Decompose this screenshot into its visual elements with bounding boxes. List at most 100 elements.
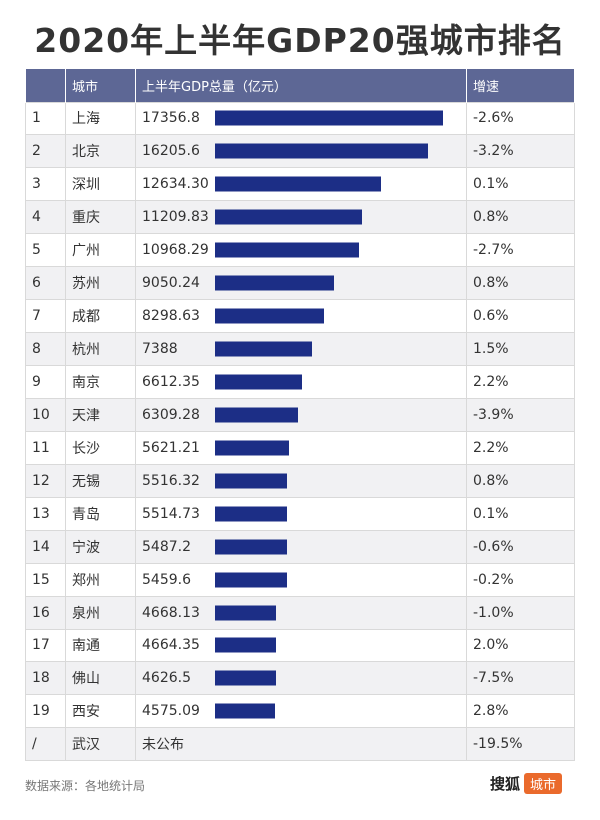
gdp-value: 5487.2 xyxy=(142,538,191,555)
rank-cell: 13 xyxy=(25,496,66,531)
city-cell: 泉州 xyxy=(65,595,136,630)
city-cell: 郑州 xyxy=(65,562,136,597)
gdp-value: 6612.35 xyxy=(142,373,200,390)
city-cell: 宁波 xyxy=(65,529,136,564)
gdp-value: 17356.8 xyxy=(142,110,200,127)
gdp-cell: 7388 xyxy=(135,332,467,366)
gdp-bar xyxy=(215,506,288,522)
gdp-value: 7388 xyxy=(142,341,178,358)
gdp-bar xyxy=(215,341,313,357)
growth-cell: 1.5% xyxy=(466,332,575,366)
header-city: 城市 xyxy=(65,69,136,102)
table-body: 1 上海 17356.8 -2.6% 2 北京 16205.6 -3.2% 3 深圳 12634.3… xyxy=(25,101,575,762)
gdp-cell: 11209.83 xyxy=(135,200,467,235)
gdp-cell: 5487.2 xyxy=(135,529,467,564)
table-row: 1 上海 17356.8 -2.6% xyxy=(25,101,575,136)
rank-cell: 12 xyxy=(25,463,66,498)
rank-cell: 6 xyxy=(25,266,66,301)
city-cell: 深圳 xyxy=(65,167,136,202)
gdp-value: 9050.24 xyxy=(142,275,200,292)
gdp-cell: 8298.63 xyxy=(135,299,467,334)
table-row: 2 北京 16205.6 -3.2% xyxy=(25,134,575,169)
city-cell: 长沙 xyxy=(65,430,136,465)
gdp-bar xyxy=(215,110,443,126)
rank-cell: 3 xyxy=(25,167,66,202)
gdp-cell: 4668.13 xyxy=(135,595,467,630)
gdp-cell: 5514.73 xyxy=(135,496,467,531)
gdp-bar xyxy=(215,308,324,324)
table-row: 18 佛山 4626.5 -7.5% xyxy=(25,661,575,696)
gdp-cell: 5516.32 xyxy=(135,463,467,498)
gdp-bar xyxy=(215,539,288,555)
growth-cell: -19.5% xyxy=(466,727,575,762)
gdp-value: 4626.5 xyxy=(142,670,191,687)
table-row: 16 泉州 4668.13 -1.0% xyxy=(25,595,575,630)
rank-cell: 15 xyxy=(25,562,66,597)
rank-cell: / xyxy=(25,727,66,762)
gdp-ranking-table: 城市 上半年GDP总量（亿元） 增速 1 上海 17356.8 -2.6% 2 北京 162… xyxy=(25,69,575,762)
gdp-cell: 16205.6 xyxy=(135,134,467,169)
gdp-cell: 17356.8 xyxy=(135,101,467,136)
growth-cell: -3.9% xyxy=(466,397,575,432)
growth-cell: 2.8% xyxy=(466,694,575,729)
gdp-value: 4668.13 xyxy=(142,604,200,621)
growth-cell: 2.2% xyxy=(466,430,575,465)
gdp-value: 5621.21 xyxy=(142,439,200,456)
growth-cell: 2.0% xyxy=(466,628,575,663)
growth-cell: -3.2% xyxy=(466,134,575,169)
gdp-bar xyxy=(215,176,381,192)
table-row: 8 杭州 7388 1.5% xyxy=(25,332,575,366)
city-cell: 佛山 xyxy=(65,661,136,696)
growth-cell: 0.1% xyxy=(466,496,575,531)
rank-cell: 14 xyxy=(25,529,66,564)
gdp-value: 16205.6 xyxy=(142,143,200,160)
city-cell: 广州 xyxy=(65,233,136,268)
city-cell: 南京 xyxy=(65,365,136,399)
gdp-bar xyxy=(215,242,360,258)
brand-tag: 城市 xyxy=(524,772,563,794)
growth-cell: 0.8% xyxy=(466,266,575,301)
header-growth: 增速 xyxy=(466,69,575,102)
city-cell: 西安 xyxy=(65,694,136,729)
gdp-value: 未公布 xyxy=(142,737,184,754)
gdp-cell: 未公布 xyxy=(135,727,467,762)
gdp-bar xyxy=(215,275,334,291)
rank-cell: 18 xyxy=(25,661,66,696)
city-cell: 重庆 xyxy=(65,200,136,235)
brand-logo: 搜狐 城市 xyxy=(490,772,563,794)
growth-cell: -7.5% xyxy=(466,661,575,696)
growth-cell: 0.8% xyxy=(466,200,575,235)
growth-cell: -1.0% xyxy=(466,595,575,630)
table-row: 17 南通 4664.35 2.0% xyxy=(25,628,575,663)
gdp-value: 5459.6 xyxy=(142,571,191,588)
rank-cell: 2 xyxy=(25,134,66,169)
gdp-value: 5516.32 xyxy=(142,472,200,489)
gdp-bar xyxy=(215,605,277,621)
rank-cell: 17 xyxy=(25,628,66,663)
city-cell: 武汉 xyxy=(65,727,136,762)
city-cell: 天津 xyxy=(65,397,136,432)
gdp-bar xyxy=(215,637,277,653)
table-row: 14 宁波 5487.2 -0.6% xyxy=(25,529,575,564)
gdp-value: 4664.35 xyxy=(142,637,200,654)
growth-cell: 0.1% xyxy=(466,167,575,202)
gdp-bar xyxy=(215,440,289,456)
table-row: 3 深圳 12634.30 0.1% xyxy=(25,167,575,202)
rank-cell: 1 xyxy=(25,101,66,136)
gdp-cell: 10968.29 xyxy=(135,233,467,268)
gdp-bar xyxy=(215,143,428,159)
gdp-cell: 5621.21 xyxy=(135,430,467,465)
gdp-value: 11209.83 xyxy=(142,209,209,226)
rank-cell: 16 xyxy=(25,595,66,630)
table-row: 4 重庆 11209.83 0.8% xyxy=(25,200,575,235)
table-row: 13 青岛 5514.73 0.1% xyxy=(25,496,575,531)
rank-cell: 10 xyxy=(25,397,66,432)
rank-cell: 8 xyxy=(25,332,66,366)
growth-cell: -2.7% xyxy=(466,233,575,268)
city-cell: 苏州 xyxy=(65,266,136,301)
gdp-value: 8298.63 xyxy=(142,308,200,325)
gdp-value: 6309.28 xyxy=(142,406,200,423)
table-row: 5 广州 10968.29 -2.7% xyxy=(25,233,575,268)
source-note: 数据来源：各地统计局 xyxy=(25,779,146,793)
table-row: 10 天津 6309.28 -3.9% xyxy=(25,397,575,432)
